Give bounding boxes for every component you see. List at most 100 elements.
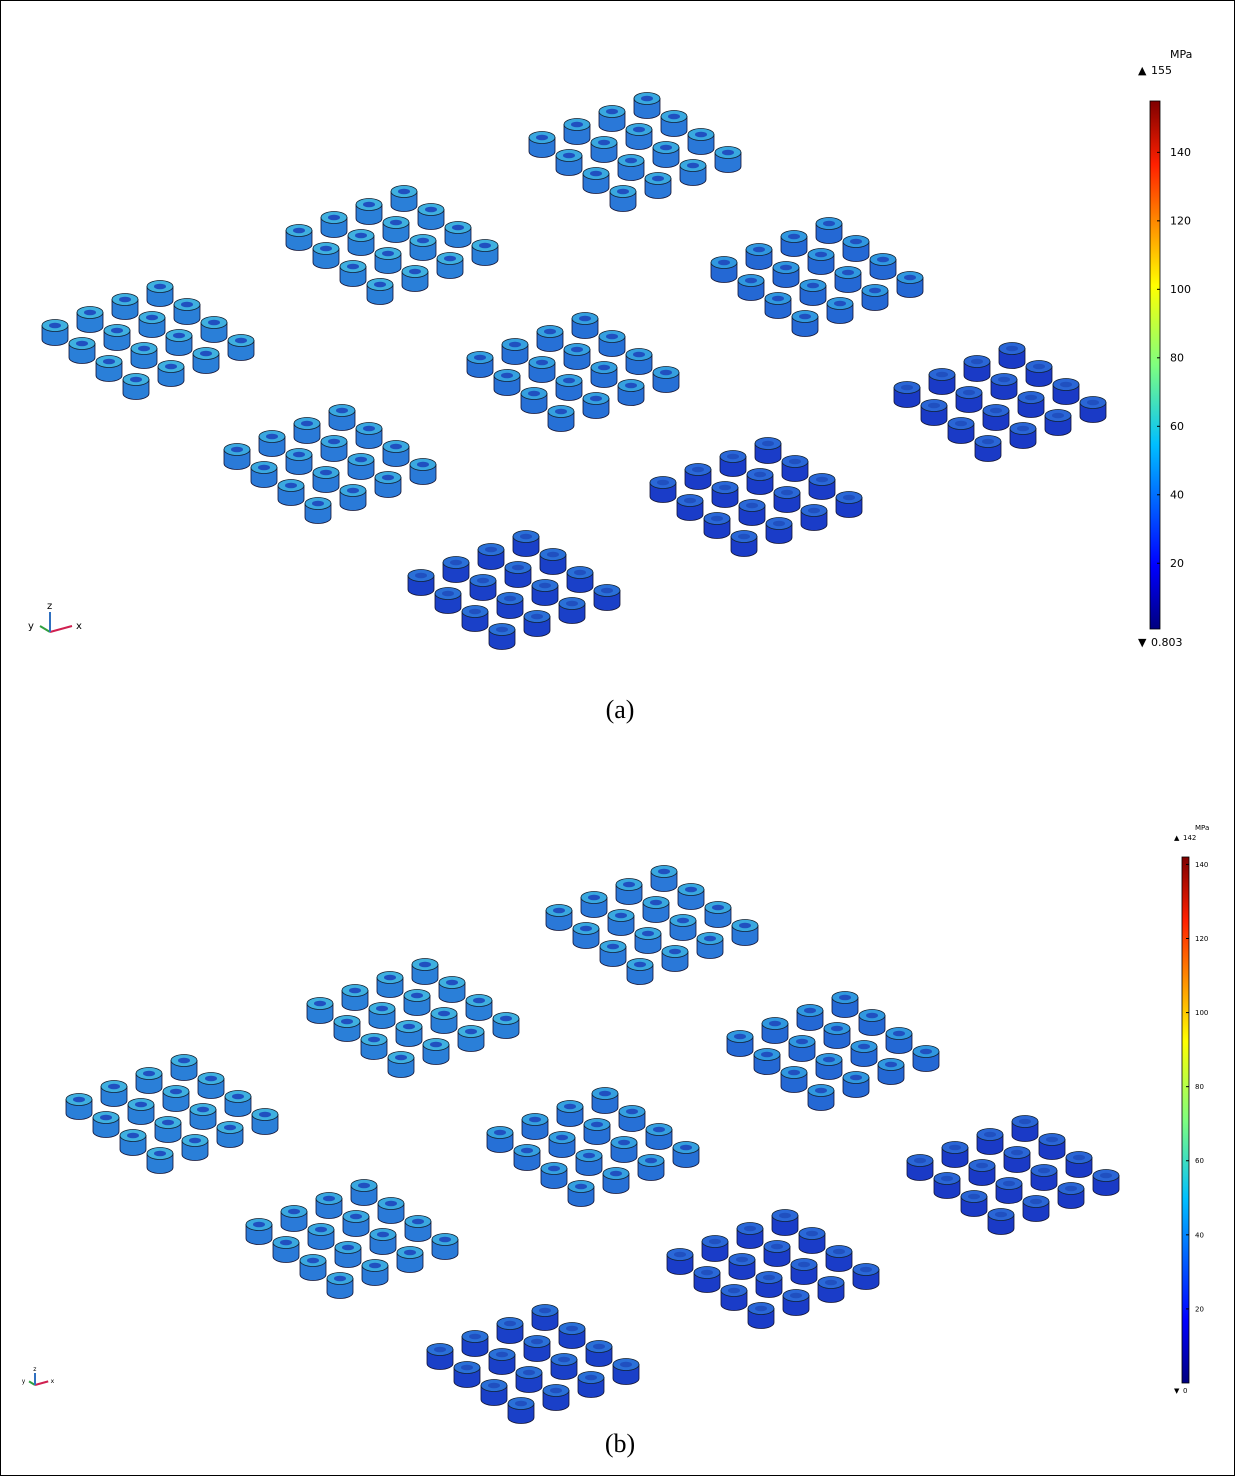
- cylinder: [556, 375, 582, 401]
- cylinder: [572, 313, 598, 339]
- cylinder-hole: [599, 1091, 611, 1097]
- cylinder: [559, 598, 585, 624]
- cylinder: [996, 1178, 1022, 1204]
- cylinder-hole: [574, 570, 586, 576]
- colorbar: [1150, 101, 1160, 629]
- cylinder: [543, 1385, 569, 1411]
- cylinder: [418, 204, 444, 230]
- cylinder: [667, 1249, 693, 1275]
- cylinder: [467, 352, 493, 378]
- cylinder-hole: [1073, 1155, 1085, 1161]
- cylinder: [702, 1236, 728, 1262]
- cylinder: [435, 588, 461, 614]
- cylinder-hole: [469, 1334, 481, 1340]
- cylinder-hole: [719, 485, 731, 491]
- cylinder-hole: [620, 1362, 632, 1368]
- cylinder: [827, 298, 853, 324]
- cylinder: [824, 1023, 850, 1049]
- cylinder-hole: [885, 1062, 897, 1068]
- cylinder-hole: [412, 1219, 424, 1225]
- cylinder: [278, 480, 304, 506]
- cylinder-hole: [536, 135, 548, 141]
- cylinder-hole: [417, 462, 429, 468]
- cylinder-hole: [674, 1252, 686, 1258]
- cylinder: [402, 266, 428, 292]
- cylinder: [559, 1323, 585, 1349]
- cylinder: [541, 1163, 567, 1189]
- cylinder: [321, 212, 347, 238]
- frame: [1, 1, 1235, 1476]
- cylinder-hole: [434, 1347, 446, 1353]
- cylinder: [458, 1026, 484, 1052]
- cylinder-hole: [409, 269, 421, 275]
- cylinder: [410, 459, 436, 485]
- cylinder-hole: [825, 1280, 837, 1286]
- cylinder-hole: [444, 256, 456, 262]
- cylinder-hole: [833, 1249, 845, 1255]
- cylinder: [494, 370, 520, 396]
- cylinder: [356, 423, 382, 449]
- colorbar-tick-label: 20: [1170, 557, 1184, 570]
- cylinder-hole: [755, 1306, 767, 1312]
- cylinder: [746, 244, 772, 270]
- cylinder-hole: [762, 441, 774, 447]
- cylinder: [694, 1267, 720, 1293]
- cylinder: [342, 985, 368, 1011]
- cylinder: [313, 243, 339, 269]
- cylinder-hole: [469, 609, 481, 615]
- cylinder-hole: [976, 1163, 988, 1169]
- cylinder: [77, 307, 103, 333]
- cylinder: [497, 1318, 523, 1344]
- cylinder: [251, 462, 277, 488]
- cylinder-hole: [607, 944, 619, 950]
- cylinder: [478, 544, 504, 570]
- cylinder-hole: [374, 282, 386, 288]
- colorbar-max: 155: [1151, 64, 1172, 77]
- cylinder-hole: [566, 1326, 578, 1332]
- cylinder-hole: [585, 1375, 597, 1381]
- cylinder-hole: [1030, 1199, 1042, 1205]
- cylinder-hole: [398, 189, 410, 195]
- cylinder-hole: [474, 355, 486, 361]
- cylinder-hole: [84, 310, 96, 316]
- cylinder-hole: [625, 383, 637, 389]
- cylinder: [228, 335, 254, 361]
- cylinder: [327, 1273, 353, 1299]
- cylinder-hole: [320, 246, 332, 252]
- cylinder-hole: [127, 1133, 139, 1139]
- cylinder: [977, 1129, 1003, 1155]
- cylinder: [201, 317, 227, 343]
- cylinder-hole: [258, 465, 270, 471]
- cylinder: [472, 240, 498, 266]
- cylinder: [524, 1336, 550, 1362]
- cylinder: [69, 338, 95, 364]
- cylinder: [818, 1277, 844, 1303]
- cylinder: [348, 230, 374, 256]
- cylinder-hole: [763, 1275, 775, 1281]
- cylinder: [259, 431, 285, 457]
- cylinder-hole: [653, 1127, 665, 1133]
- cylinder: [921, 400, 947, 426]
- cylinder-hole: [376, 1006, 388, 1012]
- cylinder: [897, 272, 923, 298]
- cylinder-hole: [1052, 413, 1064, 419]
- cylinder: [198, 1073, 224, 1099]
- cylinder: [505, 562, 531, 588]
- cylinder: [983, 405, 1009, 431]
- cylinder: [340, 485, 366, 511]
- cylinder-hole: [558, 1357, 570, 1363]
- cylinder-hole: [610, 1171, 622, 1177]
- cylinder: [147, 1148, 173, 1174]
- cylinder-hole: [722, 150, 734, 156]
- cylinder-hole: [1011, 1150, 1023, 1156]
- cylinder-hole: [485, 547, 497, 553]
- cylinder-hole: [521, 1148, 533, 1154]
- colorbar-tick-label: 40: [1170, 489, 1184, 502]
- cylinder: [715, 147, 741, 173]
- cylinder: [586, 1341, 612, 1367]
- cylinder-hole: [415, 573, 427, 579]
- cylinder: [988, 1209, 1014, 1235]
- cylinder: [1026, 361, 1052, 387]
- cylinder-hole: [739, 923, 751, 929]
- cylinder: [685, 464, 711, 490]
